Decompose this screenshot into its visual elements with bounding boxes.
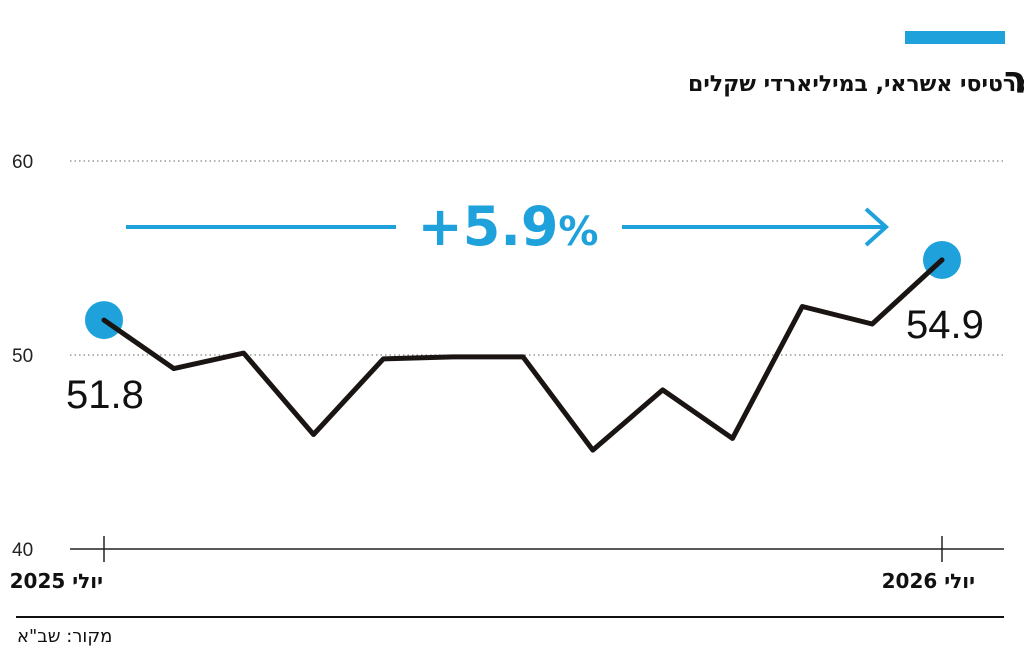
change-arrow-head — [864, 207, 889, 247]
y-tick-label: 60 — [12, 152, 33, 173]
x-tick-label-end: יולי 2026 — [882, 569, 975, 593]
y-tick-label: 40 — [12, 540, 33, 561]
series-line — [101, 257, 945, 453]
x-tick-label-start: יולי 2025 — [10, 569, 103, 593]
y-tick-label: 50 — [12, 346, 33, 367]
chart-title: קונים יותר ויותר — [1004, 58, 1024, 102]
y-axis-ticks: 40 50 60 — [12, 152, 33, 561]
source-note: מקור: שב"א — [17, 626, 112, 647]
accent-bar — [905, 31, 1005, 44]
end-value-label: 54.9 — [906, 303, 984, 347]
chart-subtitle: ההוצאות בכרטיסי אשראי, במיליארדי שקלים — [688, 72, 1024, 97]
grid — [70, 160, 1004, 356]
start-value-label: 51.8 — [66, 373, 144, 417]
change-label: +5.9% — [418, 195, 599, 258]
data-line-layer — [85, 240, 961, 453]
